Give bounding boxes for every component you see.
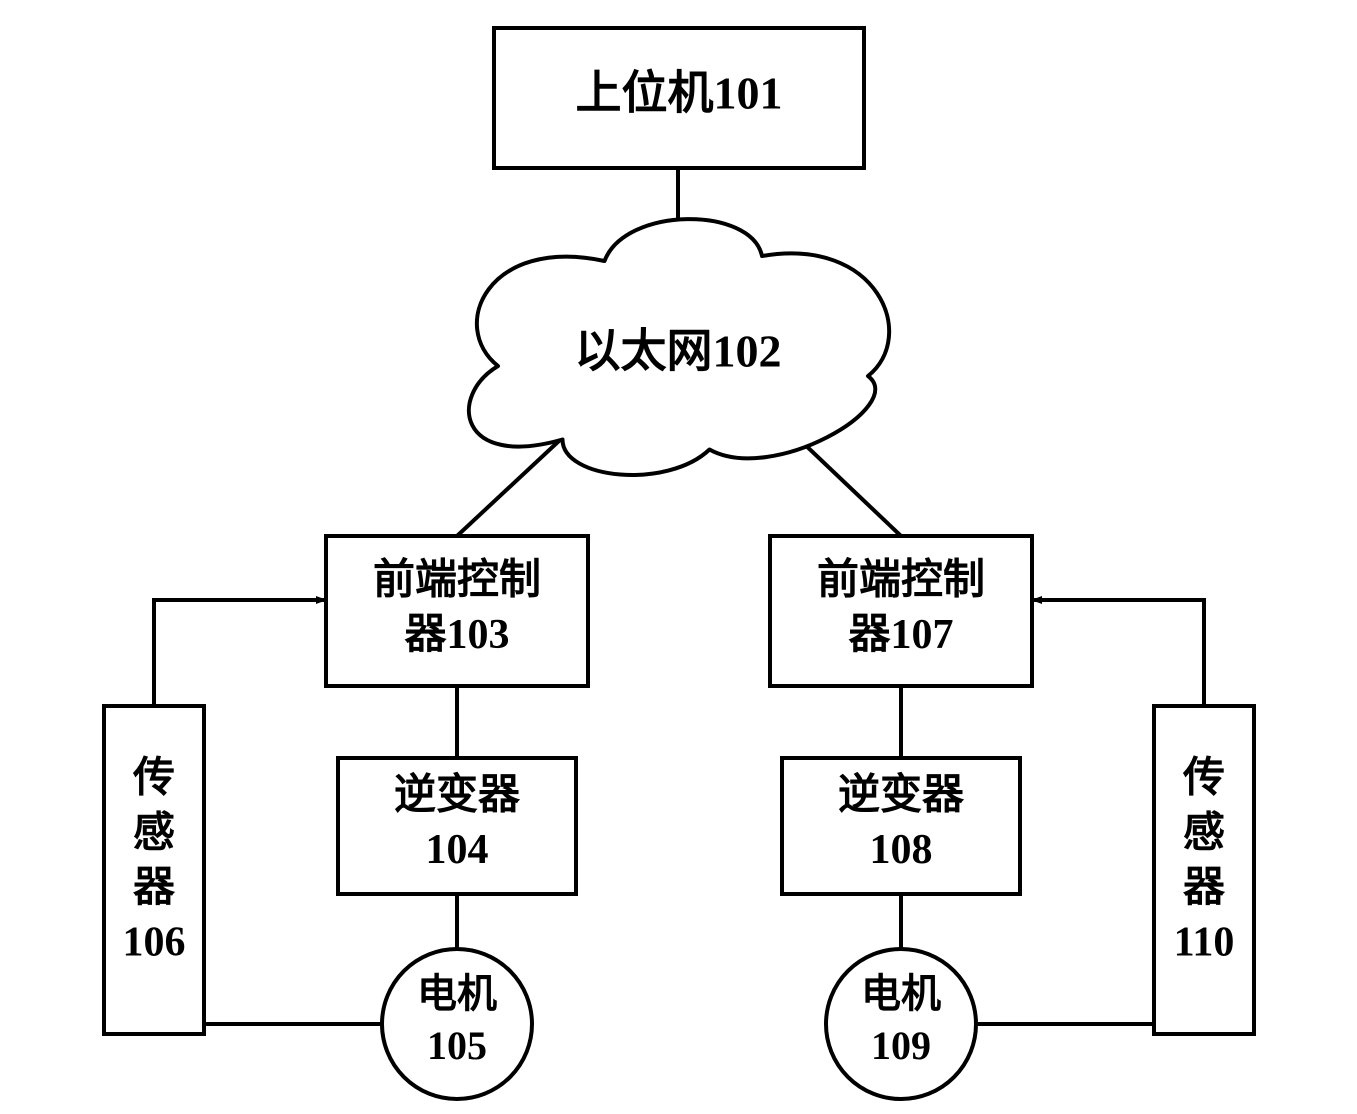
node-host: 上位机101 <box>494 28 864 168</box>
label-sensor_right-2: 器 <box>1183 865 1226 911</box>
node-ethernet: 以太网102 <box>469 219 889 475</box>
label-ctrl_left-0: 前端控制 <box>373 556 541 603</box>
node-ctrl_left: 前端控制器103 <box>326 536 588 686</box>
label-inv_right-0: 逆变器 <box>838 771 965 818</box>
label-ctrl_right-0: 前端控制 <box>817 556 985 603</box>
node-ctrl_right: 前端控制器107 <box>770 536 1032 686</box>
node-inv_left: 逆变器 104 <box>338 758 576 894</box>
edge-ethernet-ctrl_left <box>457 440 560 536</box>
label-inv_left-0: 逆变器 <box>394 771 521 818</box>
label-sensor_left-2: 器 <box>133 865 176 911</box>
label-ethernet-0: 以太网102 <box>575 326 782 377</box>
label-inv_right-1: 108 <box>870 827 933 873</box>
label-host-0: 上位机101 <box>576 68 783 119</box>
node-sensor_right: 传感器 110 <box>1154 706 1254 1034</box>
label-motor_right-0: 电机 <box>861 971 941 1016</box>
node-motor_left: 电机 105 <box>382 949 532 1099</box>
label-sensor_left-0: 传 <box>132 755 175 802</box>
label-motor_left-0: 电机 <box>417 971 497 1016</box>
label-ctrl_left-1: 器103 <box>404 612 509 658</box>
node-inv_right: 逆变器 108 <box>782 758 1020 894</box>
edge-ethernet-ctrl_right <box>800 440 901 536</box>
label-ctrl_right-1: 器107 <box>848 612 953 658</box>
label-sensor_right-3: 110 <box>1174 920 1235 966</box>
system-diagram: 上位机101以太网102前端控制器103前端控制器107逆变器104逆变器108… <box>0 0 1357 1114</box>
node-sensor_left: 传感器 106 <box>104 706 204 1034</box>
edge-sensor_left-ctrl_left <box>154 600 326 706</box>
label-sensor_left-1: 感 <box>133 809 175 856</box>
label-sensor_right-0: 传 <box>1182 755 1225 802</box>
label-motor_right-1: 109 <box>871 1023 931 1068</box>
label-inv_left-1: 104 <box>426 827 489 873</box>
label-sensor_right-1: 感 <box>1183 809 1225 856</box>
edge-sensor_right-ctrl_right <box>1032 600 1204 706</box>
label-motor_left-1: 105 <box>427 1023 487 1068</box>
node-motor_right: 电机 109 <box>826 949 976 1099</box>
label-sensor_left-3: 106 <box>123 920 186 966</box>
